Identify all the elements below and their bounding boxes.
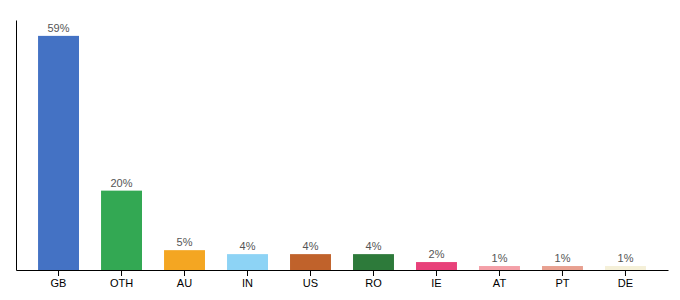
x-tick-label: AT	[493, 277, 507, 289]
bar	[164, 250, 205, 270]
x-tick: AU	[177, 270, 192, 289]
x-tick-mark	[310, 270, 311, 276]
x-tick-mark	[499, 270, 500, 276]
x-tick: OTH	[110, 270, 133, 289]
x-tick-mark	[436, 270, 437, 276]
data-label: 1%	[492, 252, 508, 264]
bar	[353, 254, 394, 270]
data-label: 4%	[240, 240, 256, 252]
x-tick-mark	[373, 270, 374, 276]
x-tick-mark	[247, 270, 248, 276]
bar	[416, 262, 457, 270]
y-axis-line	[16, 21, 17, 271]
x-tick-mark	[562, 270, 563, 276]
x-tick: RO	[365, 270, 382, 289]
x-tick-label: US	[303, 277, 318, 289]
data-label: 4%	[303, 240, 319, 252]
data-label: 59%	[48, 22, 70, 34]
chart-container: GB OTH AU IN US RO IE AT PT DE 59% 20% 5% 4% 4% 4% 2% 1% 1…	[0, 0, 680, 300]
x-tick: PT	[555, 270, 569, 289]
bar	[101, 191, 142, 270]
bars	[38, 36, 646, 270]
x-axis-line	[17, 270, 669, 271]
x-tick-label: IN	[242, 277, 253, 289]
bar	[542, 266, 583, 270]
x-axis: GB OTH AU IN US RO IE AT PT DE	[17, 270, 669, 289]
data-label: 1%	[555, 252, 571, 264]
bar	[38, 36, 79, 270]
data-label: 4%	[366, 240, 382, 252]
bar	[605, 266, 646, 270]
x-tick-mark	[58, 270, 59, 276]
x-tick: US	[303, 270, 318, 289]
x-tick: IN	[242, 270, 253, 289]
data-label: 20%	[111, 177, 133, 189]
x-tick-mark	[625, 270, 626, 276]
x-tick-label: DE	[618, 277, 633, 289]
x-tick-label: OTH	[110, 277, 133, 289]
x-tick-label: GB	[51, 277, 67, 289]
x-tick-label: PT	[555, 277, 569, 289]
x-tick: IE	[431, 270, 441, 289]
x-tick-label: AU	[177, 277, 192, 289]
data-label: 5%	[177, 236, 193, 248]
y-axis	[16, 21, 17, 271]
data-label: 1%	[618, 252, 634, 264]
x-tick: GB	[51, 270, 67, 289]
x-tick-label: IE	[431, 277, 441, 289]
x-tick-mark	[184, 270, 185, 276]
chart-svg: GB OTH AU IN US RO IE AT PT DE 59% 20% 5% 4% 4% 4% 2% 1% 1…	[0, 0, 680, 300]
plot-area: GB OTH AU IN US RO IE AT PT DE 59% 20% 5% 4% 4% 4% 2% 1% 1…	[17, 21, 669, 289]
x-tick: DE	[618, 270, 633, 289]
data-labels: 59% 20% 5% 4% 4% 4% 2% 1% 1% 1%	[48, 22, 634, 264]
bar	[227, 254, 268, 270]
x-tick-mark	[121, 270, 122, 276]
x-tick: AT	[493, 270, 507, 289]
bar	[479, 266, 520, 270]
bar	[290, 254, 331, 270]
x-tick-label: RO	[365, 277, 382, 289]
data-label: 2%	[429, 248, 445, 260]
